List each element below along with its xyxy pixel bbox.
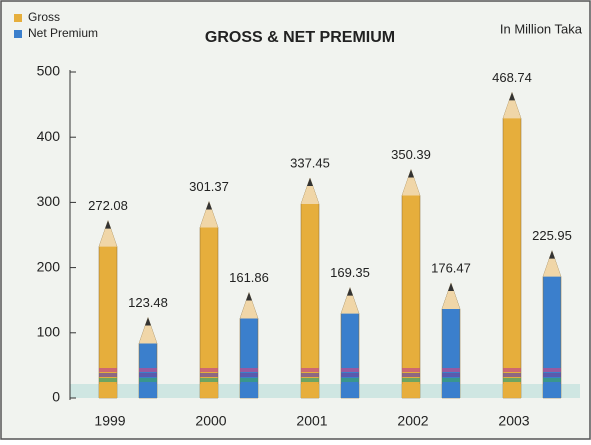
pencil-band <box>301 378 319 382</box>
pencil-lead <box>509 92 515 101</box>
value-label: 176.47 <box>431 260 471 275</box>
pencil-ferrule <box>301 384 319 398</box>
pencil-ferrule <box>139 384 157 398</box>
x-tick-label: 2001 <box>296 413 327 429</box>
value-label: 350.39 <box>391 147 431 162</box>
value-label: 301.37 <box>189 179 229 194</box>
pencil-band <box>503 373 521 377</box>
pencil-ferrule <box>200 384 218 398</box>
pencil-lead <box>448 282 454 291</box>
pencil-bar <box>502 91 522 399</box>
pencil-bar <box>401 168 421 399</box>
unit-note: In Million Taka <box>500 21 583 36</box>
pencil-ferrule <box>442 384 460 398</box>
x-tick-label: 2003 <box>498 413 529 429</box>
pencil-ferrule <box>99 384 117 398</box>
value-label: 225.95 <box>532 228 572 243</box>
pencil-lead <box>347 287 353 296</box>
pencil-band <box>543 368 561 372</box>
pencil-wood <box>442 282 460 309</box>
pencil-wood <box>341 287 359 314</box>
pencil-band <box>139 378 157 382</box>
pencil-band <box>240 373 258 377</box>
pencil-band <box>341 378 359 382</box>
pencil-band <box>200 373 218 377</box>
pencil-band <box>240 368 258 372</box>
pencil-band <box>301 368 319 372</box>
pencil-band <box>341 368 359 372</box>
pencil-lead <box>206 201 212 210</box>
pencil-wood <box>402 169 420 196</box>
pencil-ferrule <box>503 384 521 398</box>
pencil-band <box>301 373 319 377</box>
pencil-band <box>99 373 117 377</box>
legend-label: Gross <box>28 10 60 24</box>
y-tick-label: 400 <box>37 128 61 144</box>
chart-title: GROSS & NET PREMIUM <box>205 29 395 46</box>
pencil-band <box>341 373 359 377</box>
pencil-wood <box>99 220 117 247</box>
pencil-wood <box>503 92 521 119</box>
pencil-lead <box>105 220 111 229</box>
pencil-lead <box>246 292 252 301</box>
value-label: 337.45 <box>290 155 330 170</box>
pencil-ferrule <box>240 384 258 398</box>
pencil-band <box>503 368 521 372</box>
pencil-band <box>442 373 460 377</box>
value-label: 123.48 <box>128 295 168 310</box>
pencil-band <box>402 378 420 382</box>
value-label: 161.86 <box>229 270 269 285</box>
value-label: 468.74 <box>492 70 532 85</box>
pencil-bar <box>300 177 320 399</box>
pencil-wood <box>543 250 561 277</box>
pencil-band <box>442 378 460 382</box>
pencil-ferrule <box>402 384 420 398</box>
pencil-band <box>543 378 561 382</box>
pencil-band <box>543 373 561 377</box>
y-tick-label: 300 <box>37 193 61 209</box>
pencil-band <box>240 378 258 382</box>
pencil-band <box>99 378 117 382</box>
x-tick-label: 1999 <box>94 413 125 429</box>
pencil-band <box>402 373 420 377</box>
pencil-ferrule <box>543 384 561 398</box>
y-tick-label: 200 <box>37 258 61 274</box>
pencil-band <box>139 373 157 377</box>
pencil-wood <box>301 177 319 204</box>
pencil-band <box>99 368 117 372</box>
pencil-band <box>442 368 460 372</box>
pencil-band <box>402 368 420 372</box>
pencil-wood <box>139 317 157 344</box>
pencil-lead <box>408 169 414 178</box>
legend-swatch <box>14 30 22 38</box>
pencil-band <box>139 368 157 372</box>
x-tick-label: 2000 <box>195 413 226 429</box>
x-tick-label: 2002 <box>397 413 428 429</box>
legend-label: Net Premium <box>28 26 98 40</box>
y-tick-label: 100 <box>37 324 61 340</box>
pencil-band <box>503 378 521 382</box>
pencil-lead <box>307 177 313 186</box>
pencil-lead <box>549 250 555 259</box>
value-label: 272.08 <box>88 198 128 213</box>
y-tick-label: 500 <box>37 63 61 79</box>
pencil-wood <box>240 292 258 319</box>
pencil-band <box>200 378 218 382</box>
pencil-ferrule <box>341 384 359 398</box>
pencil-lead <box>145 317 151 326</box>
legend-swatch <box>14 14 22 22</box>
pencil-band <box>200 368 218 372</box>
pencil-wood <box>200 201 218 228</box>
value-label: 169.35 <box>330 265 370 280</box>
y-tick-label: 0 <box>52 389 60 405</box>
